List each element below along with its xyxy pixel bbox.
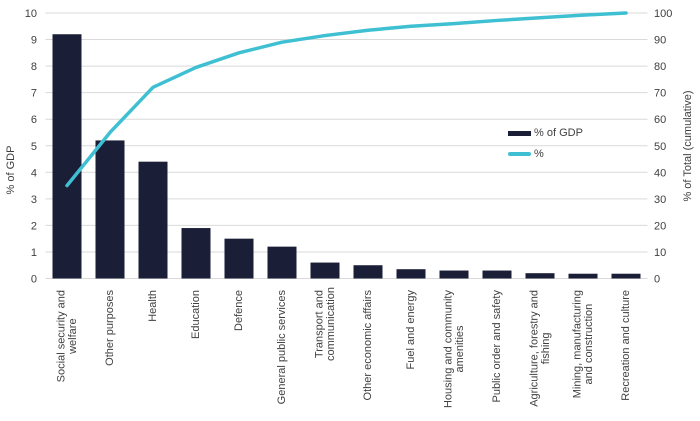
cumulative-line [65, 11, 628, 188]
category-label: Other purposes [104, 290, 116, 366]
category-label: Other economic affairs [362, 290, 374, 401]
right-tick-label: 30 [654, 194, 666, 206]
left-tick-label: 6 [31, 114, 37, 126]
line-series-swatch-icon [508, 152, 531, 156]
legend: % of GDP % [508, 127, 583, 160]
bar-12 [525, 273, 555, 279]
right-tick-label: 40 [654, 167, 666, 179]
category-label: Social security andwelfare [56, 290, 80, 382]
right-tick-label: 90 [654, 35, 666, 47]
bar-8 [353, 265, 383, 279]
bar-series-swatch-icon [508, 130, 531, 136]
category-label: Education [190, 290, 202, 339]
legend-label-gdp: % of GDP [534, 127, 583, 139]
left-tick-label: 1 [31, 247, 37, 259]
legend-item-cumulative: % [508, 148, 583, 160]
category-label: Defence [233, 290, 245, 331]
legend-label-cumulative: % [534, 148, 544, 160]
category-label: Agriculture, forestry andfishing [529, 290, 553, 407]
bar-10 [439, 270, 469, 279]
category-label: Health [147, 290, 159, 322]
bar-13 [568, 273, 598, 279]
right-tick-label: 50 [654, 141, 666, 153]
right-tick-label: 80 [654, 61, 666, 73]
bar-9 [396, 269, 426, 279]
category-label: Fuel and energy [405, 290, 417, 370]
category-label: Transport andcommunication [314, 287, 338, 361]
bar-14 [611, 273, 641, 279]
left-tick-label: 0 [31, 274, 37, 286]
bar-4 [181, 228, 211, 279]
bar-7 [310, 262, 340, 279]
category-label: Mining, manufacturingand construction [572, 290, 596, 398]
bar-11 [482, 270, 512, 279]
left-tick-label: 8 [31, 61, 37, 73]
left-tick-label: 4 [31, 167, 37, 179]
right-tick-label: 20 [654, 220, 666, 232]
bar-5 [224, 238, 254, 279]
left-tick-label: 9 [31, 35, 37, 47]
bar-6 [267, 246, 297, 279]
category-label: Housing and communityamenities [443, 290, 467, 409]
left-tick-label: 5 [31, 141, 37, 153]
right-axis-title: % of Total (cumulative) [682, 90, 694, 202]
category-label: General public services [276, 290, 288, 405]
bar-2 [95, 140, 125, 279]
left-tick-label: 7 [31, 88, 37, 100]
category-label: Public order and safety [491, 290, 503, 403]
right-tick-label: 60 [654, 114, 666, 126]
left-axis-title: % of GDP [5, 145, 17, 195]
bar-1 [52, 34, 82, 279]
left-tick-label: 2 [31, 220, 37, 232]
bar-3 [138, 161, 168, 279]
right-tick-label: 0 [654, 274, 660, 286]
right-tick-label: 70 [654, 88, 666, 100]
category-label: Recreation and culture [620, 290, 632, 401]
right-tick-label: 10 [654, 247, 666, 259]
right-tick-label: 100 [654, 8, 672, 20]
left-tick-label: 10 [25, 8, 37, 20]
legend-item-gdp: % of GDP [508, 127, 583, 139]
left-tick-label: 3 [31, 194, 37, 206]
